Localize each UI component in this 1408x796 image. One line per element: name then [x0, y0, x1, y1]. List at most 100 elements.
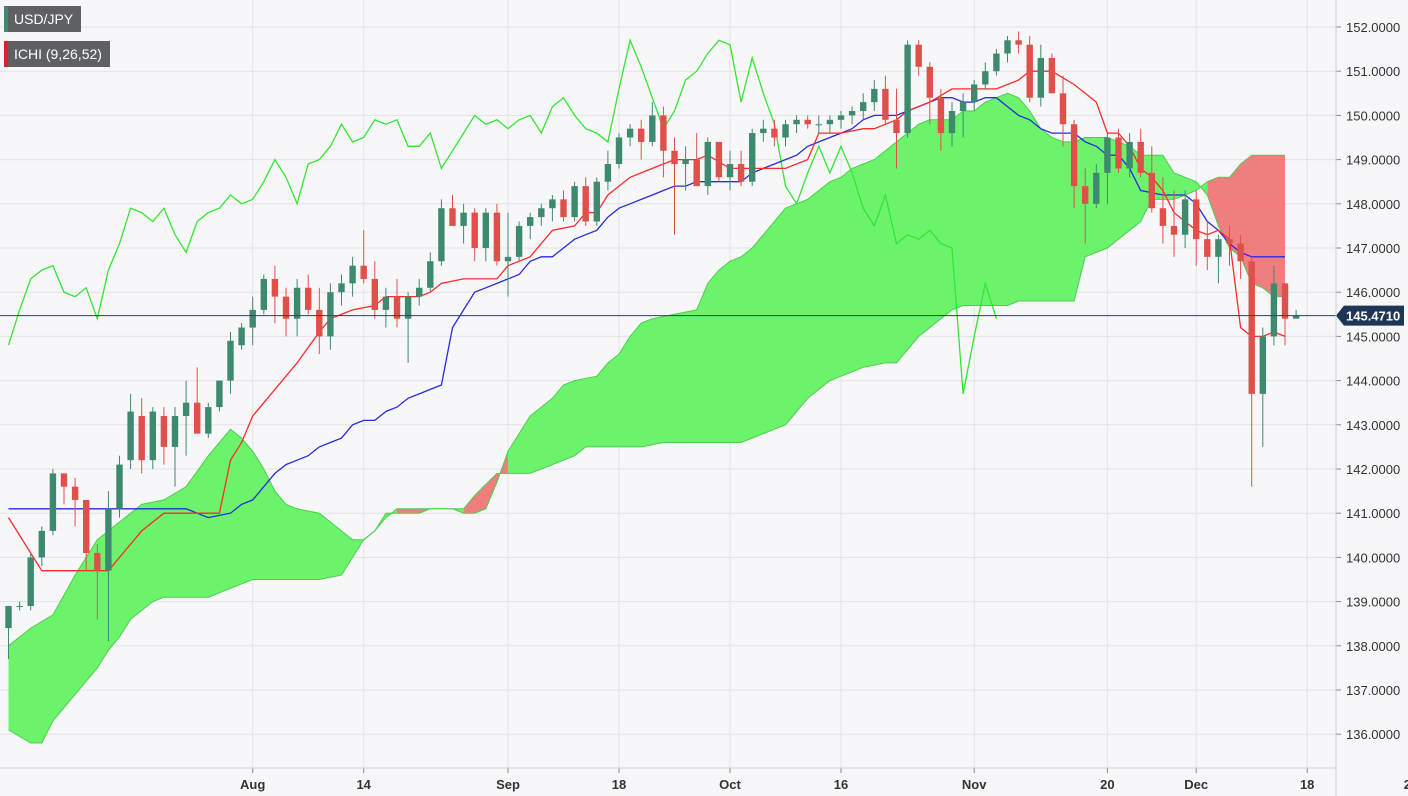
candle	[626, 124, 634, 147]
candle	[5, 606, 12, 660]
candle	[649, 102, 656, 147]
candle-body	[49, 473, 57, 531]
candle-body	[482, 212, 489, 248]
candle-body	[71, 486, 79, 500]
candle-body	[1048, 57, 1056, 94]
candle-body	[1070, 124, 1078, 187]
candle	[1193, 190, 1200, 266]
candle-body	[105, 508, 112, 571]
candle	[926, 62, 933, 125]
x-tick-label: Dec	[1184, 777, 1208, 792]
candle	[1281, 283, 1289, 346]
x-tick: 18	[1300, 768, 1314, 792]
candle	[493, 203, 501, 266]
y-tick: 150.0000	[1336, 108, 1400, 123]
candle	[1248, 256, 1255, 487]
y-tick: 138.0000	[1336, 639, 1400, 654]
candle	[1204, 221, 1211, 271]
candle-body	[1093, 172, 1100, 204]
candle-body	[382, 296, 390, 310]
candle-body	[1248, 261, 1255, 394]
candle	[371, 261, 378, 319]
candle	[860, 93, 867, 120]
x-tick: 20	[1100, 768, 1115, 792]
y-tick-label: 140.0000	[1346, 550, 1400, 565]
candle	[1126, 133, 1133, 178]
candle	[1115, 128, 1122, 173]
candle-body	[593, 181, 600, 222]
senkou-span-a-line	[8, 92, 1285, 647]
candle-body	[993, 53, 1000, 72]
candle-body	[848, 110, 856, 116]
candle	[171, 407, 179, 487]
candle-body	[460, 212, 467, 226]
x-tick: Nov	[962, 768, 987, 792]
candle	[427, 252, 434, 293]
candle-body	[171, 415, 179, 447]
candle-body	[27, 557, 34, 607]
candle-body	[671, 150, 678, 165]
x-tick-label: Nov	[962, 777, 987, 792]
candle-body	[116, 464, 123, 509]
candle-body	[360, 265, 367, 279]
x-tick: Dec	[1184, 768, 1208, 792]
cloud-bullish-segment	[8, 429, 397, 743]
candle	[238, 323, 245, 350]
candle	[993, 49, 1000, 76]
y-tick: 147.0000	[1336, 241, 1400, 256]
y-tick: 151.0000	[1336, 64, 1400, 79]
candle-body	[626, 128, 634, 138]
candle-body	[982, 71, 989, 85]
y-tick: 140.0000	[1336, 550, 1400, 565]
candle	[1237, 234, 1244, 279]
candle	[60, 473, 68, 505]
candle-body	[1037, 57, 1044, 98]
y-tick: 149.0000	[1336, 153, 1400, 168]
candle-body	[316, 309, 323, 337]
x-tick-label: Oct	[719, 777, 741, 792]
candle-body	[882, 88, 889, 120]
candle	[582, 177, 589, 226]
candle	[937, 88, 945, 151]
candle-body	[127, 411, 134, 461]
legend-indicator[interactable]: ICHI (9,26,52)	[4, 41, 110, 67]
x-tick-label: 16	[834, 777, 848, 792]
candle-body	[937, 97, 945, 134]
candle	[893, 88, 900, 169]
candle-body	[871, 88, 878, 103]
last-price-tag: 145.4710	[1336, 305, 1404, 326]
y-tick: 141.0000	[1336, 506, 1400, 521]
y-tick: 144.0000	[1336, 374, 1400, 389]
x-tick: 14	[356, 768, 372, 792]
y-tick: 152.0000	[1336, 20, 1400, 35]
candle	[160, 407, 168, 465]
candle-body	[16, 606, 23, 608]
candle	[771, 119, 778, 147]
candle-body	[515, 225, 523, 257]
candle	[205, 402, 212, 439]
candle-body	[349, 265, 356, 284]
candle	[1181, 190, 1189, 248]
candle	[94, 544, 101, 620]
candle	[116, 455, 123, 518]
legend-pair[interactable]: USD/JPY	[4, 6, 82, 32]
candle	[1159, 177, 1167, 244]
candle-body	[571, 186, 578, 218]
candle-body	[416, 287, 423, 297]
x-tick-label: 14	[356, 777, 371, 792]
x-tick: 18	[612, 768, 626, 792]
y-tick: 139.0000	[1336, 595, 1400, 610]
x-tick: 16	[834, 768, 848, 792]
candle	[971, 80, 978, 111]
candle-body	[327, 292, 334, 337]
y-tick: 136.0000	[1336, 727, 1400, 742]
candle	[693, 133, 700, 187]
candle	[1215, 234, 1222, 284]
candle-body	[1193, 199, 1200, 240]
x-tick-label: 18	[1300, 777, 1314, 792]
candle-body	[549, 199, 556, 209]
x-tick-label: 20	[1100, 777, 1114, 792]
candle	[571, 181, 578, 222]
candle	[449, 194, 456, 226]
